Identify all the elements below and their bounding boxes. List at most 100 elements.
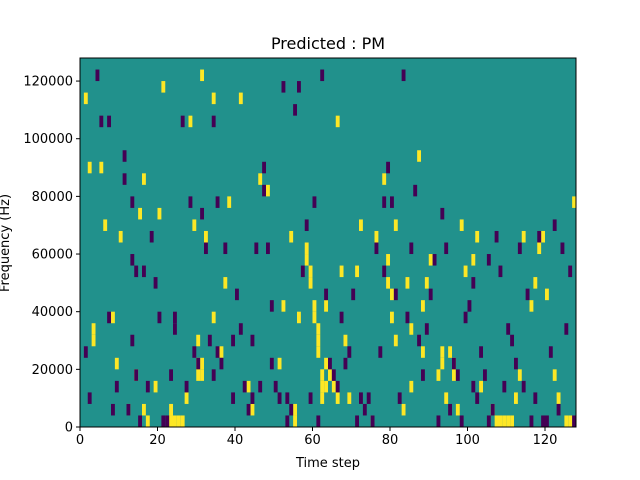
heatmap-cell-low	[231, 392, 236, 404]
y-tick-label: 40000	[32, 305, 73, 320]
heatmap-cell-high	[83, 92, 88, 105]
heatmap-cell-high	[304, 254, 309, 266]
heatmap-cell-low	[157, 311, 162, 324]
heatmap-cell-high	[572, 196, 577, 208]
heatmap-cell-high	[293, 415, 298, 427]
x-axis-label: Time step	[295, 456, 360, 471]
heatmap-cell-low	[545, 415, 549, 427]
x-tick-label: 20	[149, 433, 166, 448]
heatmap-cell-low	[537, 230, 542, 243]
heatmap-cell-low	[413, 184, 418, 197]
heatmap-cell-low	[494, 230, 499, 243]
heatmap-cell-low	[204, 242, 208, 255]
heatmap-cell-high	[556, 392, 561, 404]
x-tick-label: 80	[382, 433, 399, 448]
heatmap-cell-low	[107, 311, 112, 324]
heatmap-cell-high	[266, 184, 270, 197]
heatmap-cell-low	[374, 242, 379, 255]
heatmap-cell-high	[440, 346, 445, 358]
heatmap-cell-high	[393, 334, 398, 347]
heatmap-cell-low	[533, 392, 538, 404]
heatmap-cell-high	[184, 392, 189, 404]
heatmap-cell-high	[180, 415, 185, 427]
heatmap-cell-low	[572, 415, 577, 427]
heatmap-cell-high	[424, 277, 429, 289]
heatmap-cell-low	[246, 403, 251, 416]
heatmap-cell-high	[200, 69, 205, 82]
y-tick-label: 120000	[23, 75, 73, 90]
heatmap-cell-high	[87, 161, 92, 174]
heatmap-cell-low	[424, 323, 429, 335]
heatmap-cell-high	[517, 369, 522, 381]
heatmap-cell-high	[161, 81, 166, 93]
heatmap-cell-high	[455, 403, 460, 416]
heatmap-cell-low	[459, 415, 464, 427]
heatmap-cell-high	[386, 277, 391, 289]
heatmap-cell-high	[91, 323, 96, 335]
heatmap-cell-high	[359, 219, 363, 231]
y-axis-label: Frequency (Hz)	[0, 194, 13, 292]
heatmap-cell-high	[196, 369, 201, 381]
heatmap-cell-low	[486, 415, 491, 427]
heatmap-cell-high	[142, 403, 146, 416]
heatmap-cell-low	[285, 392, 290, 404]
heatmap-cell-high	[545, 288, 549, 301]
heatmap-cell-low	[405, 311, 410, 324]
heatmap-cell-low	[397, 392, 402, 404]
heatmap-cell-low	[196, 357, 201, 370]
heatmap-cell-low	[359, 392, 363, 404]
heatmap-cell-high	[304, 242, 309, 255]
heatmap-cell-high	[448, 346, 453, 358]
heatmap-cell-low	[250, 334, 255, 347]
heatmap-cell-low	[138, 415, 143, 427]
heatmap-cell-high	[529, 300, 534, 312]
heatmap-cell-low	[409, 242, 414, 255]
heatmap-cell-low	[378, 346, 383, 358]
heatmap-cell-low	[564, 323, 569, 335]
heatmap-cell-high	[355, 265, 360, 278]
heatmap-cell-high	[111, 311, 115, 324]
heatmap-cell-low	[467, 300, 472, 312]
heatmap-cell-high	[188, 115, 193, 128]
heatmap-cell-high	[316, 334, 321, 347]
heatmap-cell-high	[324, 300, 329, 312]
heatmap-cell-low	[161, 415, 166, 427]
heatmap-cell-low	[432, 254, 437, 266]
heatmap-cell-low	[269, 300, 274, 312]
heatmap-cell-high	[409, 380, 414, 393]
heatmap-cell-high	[382, 173, 387, 185]
heatmap-cell-low	[184, 380, 189, 393]
heatmap-cell-low	[355, 415, 360, 427]
heatmap-cell-high	[200, 357, 205, 370]
heatmap-cell-high	[494, 415, 499, 427]
heatmap-cell-low	[471, 380, 476, 393]
heatmap-cell-high	[537, 242, 542, 255]
heatmap-cell-high	[401, 403, 406, 416]
heatmap-cell-low	[297, 81, 301, 93]
heatmap-cell-high	[335, 392, 340, 404]
heatmap-cell-low	[390, 196, 394, 208]
heatmap-cell-high	[463, 265, 468, 278]
heatmap-low-cells	[83, 69, 577, 427]
heatmap-cell-low	[153, 277, 158, 289]
x-tick-label: 0	[76, 433, 84, 448]
heatmap-cell-low	[440, 207, 445, 220]
heatmap-cell-low	[521, 380, 526, 393]
heatmap-cell-high	[498, 415, 503, 427]
heatmap-cell-high	[223, 277, 228, 289]
heatmap-cell-low	[529, 415, 534, 427]
heatmap-cell-low	[254, 242, 259, 255]
heatmap-cell-low	[366, 392, 371, 404]
heatmap-cell-low	[262, 184, 267, 197]
heatmap-cell-low	[83, 346, 88, 358]
heatmap-cell-high	[103, 219, 108, 231]
heatmap-cell-low	[211, 369, 216, 381]
heatmap-cell-low	[269, 357, 274, 370]
heatmap-cell-high	[421, 300, 425, 312]
heatmap-cell-low	[386, 161, 391, 174]
heatmap-cell-high	[238, 92, 243, 105]
heatmap-cell-high	[312, 300, 317, 312]
heatmap-cell-high	[297, 311, 301, 324]
heatmap-cell-high	[169, 403, 174, 416]
heatmap-cell-high	[99, 161, 104, 174]
